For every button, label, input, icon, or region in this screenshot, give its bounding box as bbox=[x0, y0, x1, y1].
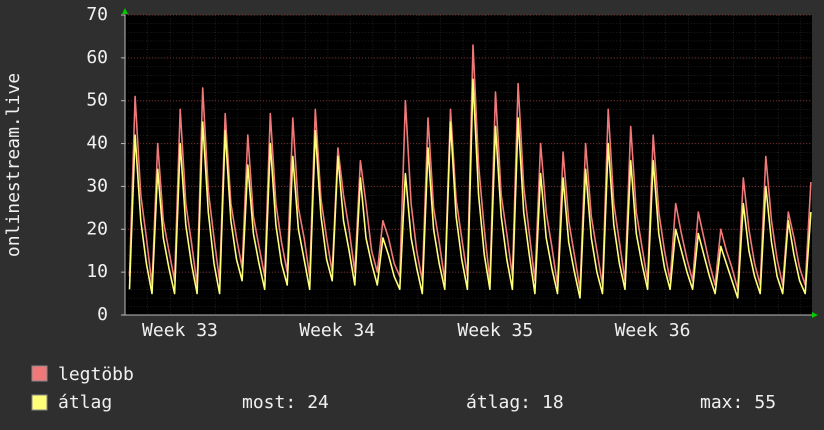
x-tick-label: Week 33 bbox=[142, 320, 218, 341]
x-tick-label: Week 35 bbox=[457, 320, 533, 341]
stat-label: átlag: bbox=[466, 392, 531, 413]
series-line bbox=[128, 78, 812, 299]
y-tick-label: 20 bbox=[86, 218, 108, 239]
y-tick-label: 50 bbox=[86, 90, 108, 111]
stat-value: 55 bbox=[754, 392, 776, 413]
y-tick-label: 70 bbox=[86, 4, 108, 25]
y-tick-label: 40 bbox=[86, 133, 108, 154]
legend-label: átlag bbox=[58, 392, 112, 413]
legend-label: legtöbb bbox=[58, 364, 134, 385]
legend-swatch bbox=[31, 365, 48, 382]
x-tick-label: Week 36 bbox=[615, 320, 691, 341]
stat: max: 55 bbox=[700, 392, 776, 413]
axis-arrow bbox=[122, 8, 128, 14]
stat: most: 24 bbox=[242, 392, 329, 413]
y-tick-label: 30 bbox=[86, 175, 108, 196]
stat-label: most: bbox=[242, 392, 296, 413]
x-tick-label: Week 34 bbox=[299, 320, 375, 341]
stat-value: 24 bbox=[307, 392, 329, 413]
stat-value: 18 bbox=[542, 392, 564, 413]
legend-swatch bbox=[31, 394, 48, 411]
stat: átlag: 18 bbox=[466, 392, 564, 413]
stat-label: max: bbox=[700, 392, 743, 413]
y-tick-label: 60 bbox=[86, 47, 108, 68]
y-axis-label: onlinestream.live bbox=[3, 73, 24, 257]
axis-arrow bbox=[812, 312, 818, 318]
y-tick-label: 0 bbox=[97, 304, 108, 325]
y-tick-label: 10 bbox=[86, 261, 108, 282]
